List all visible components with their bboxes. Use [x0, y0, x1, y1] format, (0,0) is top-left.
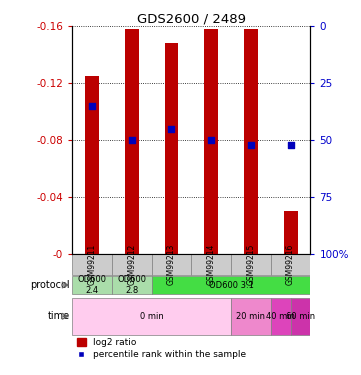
Text: 60 min: 60 min — [286, 312, 315, 321]
Bar — [231, 297, 271, 335]
Bar — [165, 43, 178, 254]
Text: 40 min: 40 min — [266, 312, 295, 321]
Bar — [125, 29, 139, 254]
Bar — [72, 254, 112, 274]
Bar — [271, 254, 310, 274]
Text: protocol: protocol — [31, 280, 70, 290]
Text: OD600
2.8: OD600 2.8 — [117, 275, 146, 295]
Point — [89, 103, 95, 109]
Text: GSM99215: GSM99215 — [247, 243, 255, 285]
Title: GDS2600 / 2489: GDS2600 / 2489 — [137, 12, 246, 25]
Point — [288, 141, 293, 147]
Text: GSM99216: GSM99216 — [286, 243, 295, 285]
Text: GSM99211: GSM99211 — [88, 243, 96, 285]
Text: time: time — [48, 311, 70, 321]
Text: OD600
2.4: OD600 2.4 — [78, 275, 106, 295]
Bar — [271, 297, 291, 335]
Bar — [112, 276, 152, 294]
Bar — [85, 76, 99, 254]
Legend: log2 ratio, percentile rank within the sample: log2 ratio, percentile rank within the s… — [77, 338, 246, 359]
Text: OD600 3.1: OD600 3.1 — [209, 280, 253, 290]
Bar — [231, 254, 271, 274]
Bar — [152, 276, 310, 294]
Bar — [191, 254, 231, 274]
Bar — [204, 29, 218, 254]
Bar — [72, 297, 231, 335]
Text: 0 min: 0 min — [140, 312, 164, 321]
Text: GSM99212: GSM99212 — [127, 243, 136, 285]
Text: GSM99213: GSM99213 — [167, 243, 176, 285]
Text: GSM99214: GSM99214 — [207, 243, 216, 285]
Bar — [284, 211, 297, 254]
Text: 20 min: 20 min — [236, 312, 265, 321]
Bar — [152, 254, 191, 274]
Point — [129, 137, 135, 143]
Bar — [291, 297, 310, 335]
Bar — [244, 29, 258, 254]
Point — [248, 141, 254, 147]
Bar — [72, 276, 112, 294]
Point — [169, 126, 174, 132]
Point — [208, 137, 214, 143]
Bar — [112, 254, 152, 274]
